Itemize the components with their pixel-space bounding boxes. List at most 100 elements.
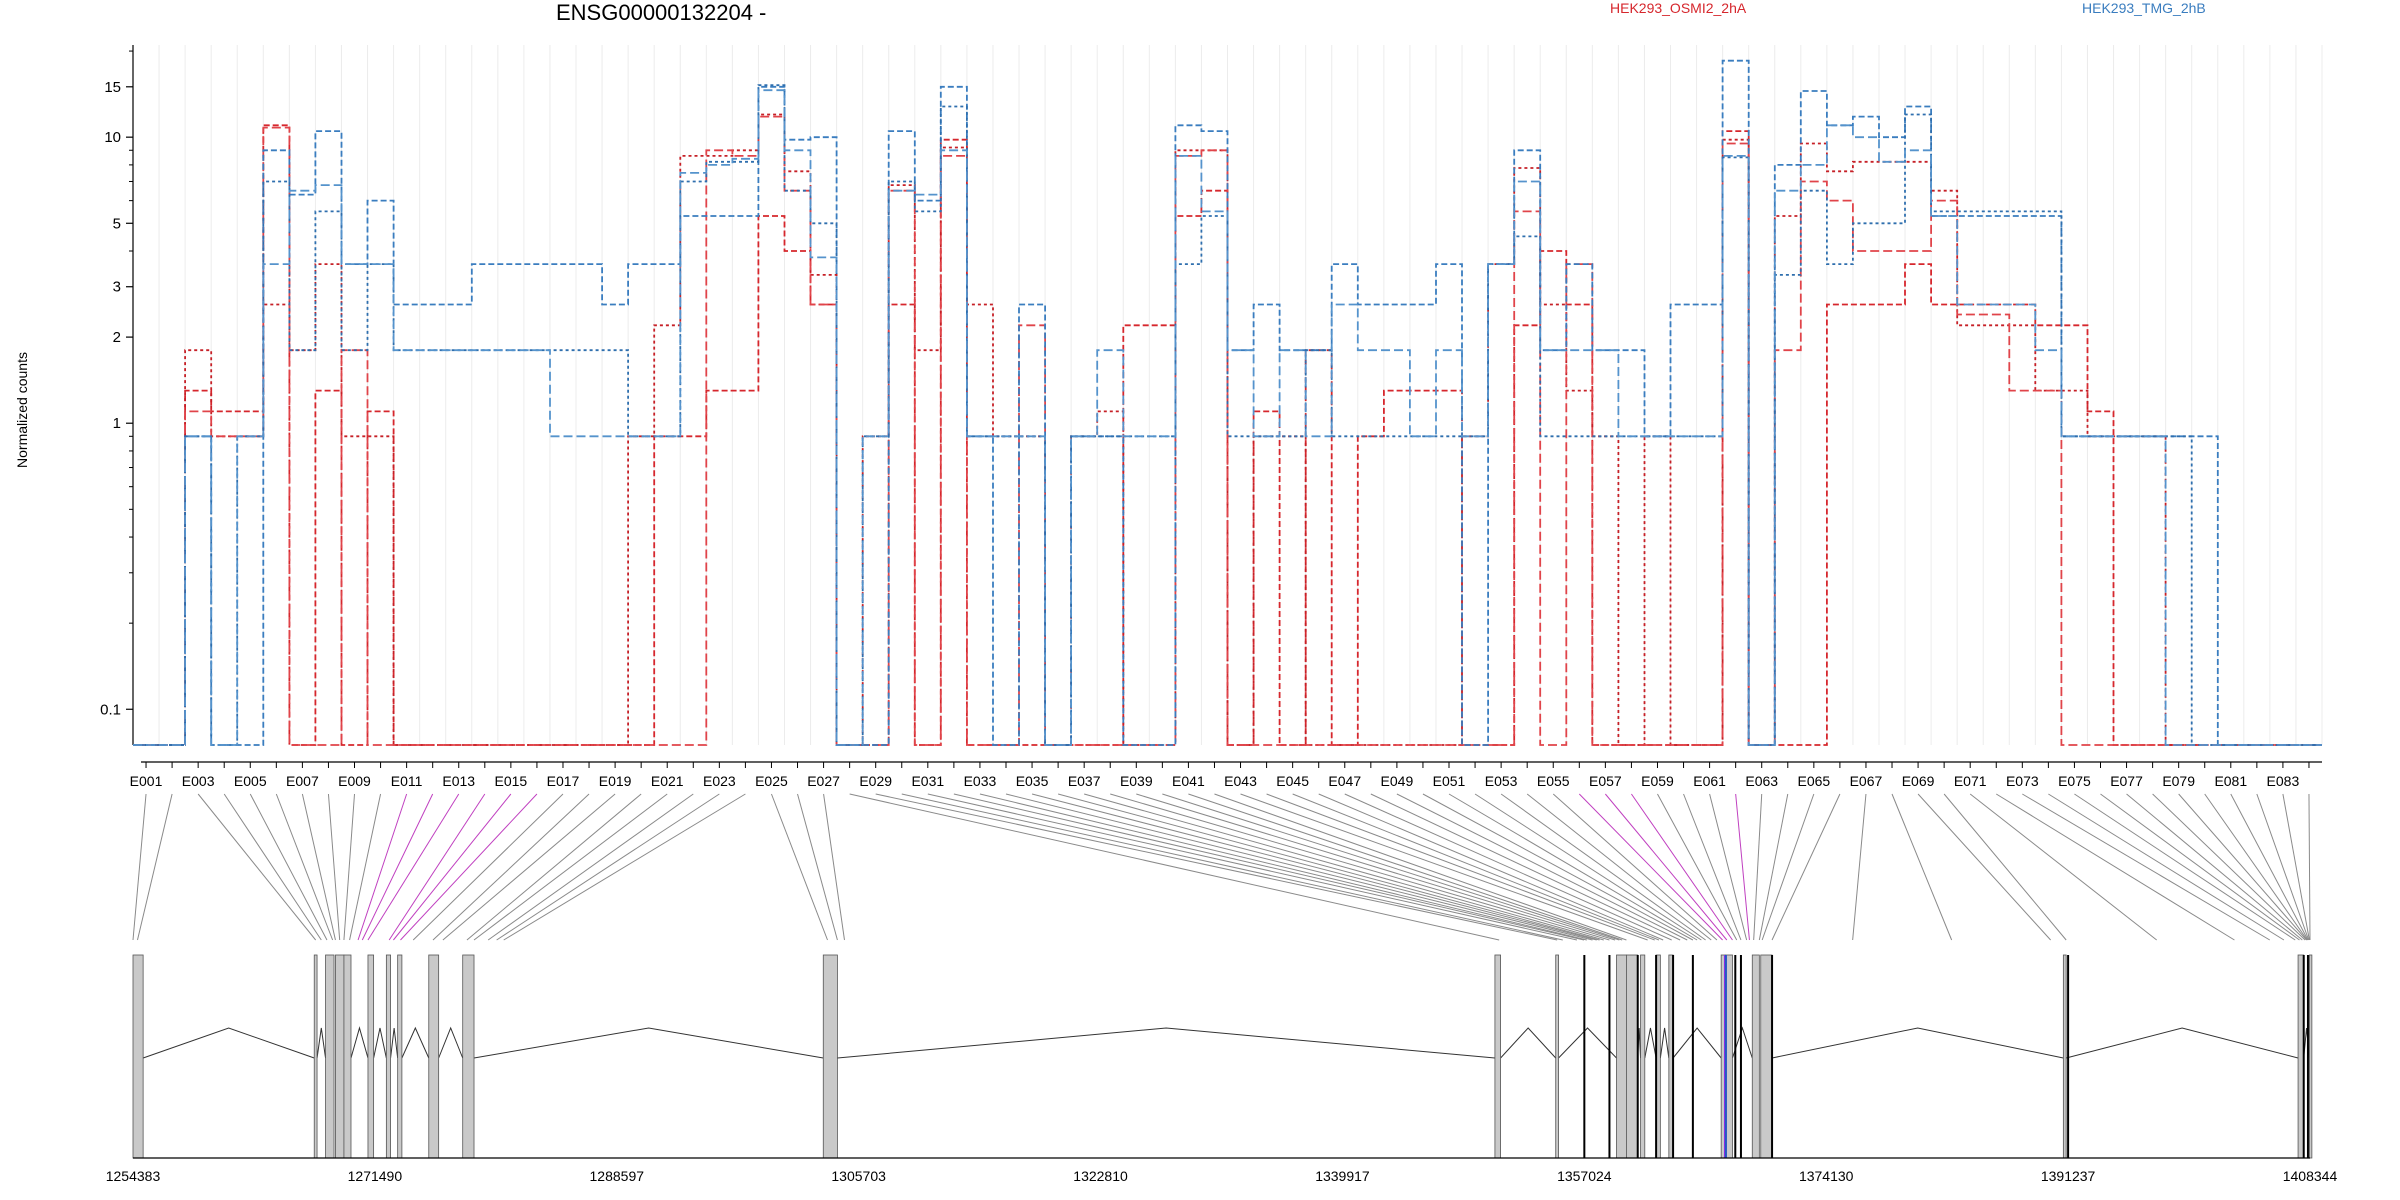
genomic-tick-label: 1339917 (1315, 1168, 1370, 1184)
exon-connector (1852, 793, 1867, 941)
exon-block (1751, 954, 1760, 1159)
exon-label: E039 (1120, 773, 1153, 789)
exon-label: E069 (1902, 773, 1935, 789)
exon-label: E053 (1485, 773, 1518, 789)
exon-connector (466, 793, 642, 941)
exon-connector (1604, 793, 1728, 941)
exon-connector (1214, 793, 1627, 941)
exon-block (1760, 954, 1773, 1159)
exon-connector (1761, 793, 1815, 941)
exon-block (2308, 954, 2313, 1159)
exon-connector (2204, 793, 2308, 941)
exon-block (1555, 954, 1559, 1159)
exon-connector (1771, 793, 1841, 941)
exon-connector (1683, 793, 1742, 941)
exon-connector (1552, 793, 1718, 941)
intron-line (142, 1027, 315, 1059)
genomic-tick-label: 1305703 (831, 1168, 886, 1184)
exon-connector (132, 793, 147, 941)
exon-label: E041 (1172, 773, 1205, 789)
exon-label: E051 (1433, 773, 1466, 789)
exon-connector (2178, 793, 2307, 941)
exon-connector (1995, 793, 2235, 941)
exon-label: E027 (807, 773, 840, 789)
exon-label: E021 (651, 773, 684, 789)
exon-label: E007 (286, 773, 319, 789)
exon-connector (1084, 793, 1604, 941)
exon-connector (797, 793, 838, 941)
exon-connector (301, 793, 336, 941)
exon-label: E023 (703, 773, 736, 789)
exon-connector (1240, 793, 1648, 941)
exon-label: E071 (1954, 773, 1987, 789)
exon-connector (1657, 793, 1738, 941)
exon-connector (953, 793, 1585, 941)
exon-connector (1943, 793, 2067, 941)
intron-line (438, 1026, 464, 1059)
exon-connector (327, 793, 341, 941)
exon-connector (1631, 793, 1733, 941)
exon-label: E033 (964, 773, 997, 789)
exon-label: E073 (2006, 773, 2039, 789)
genomic-tick-label: 1391237 (2041, 1168, 2096, 1184)
exon-connector (1891, 793, 1953, 941)
exon-connector (1709, 793, 1748, 941)
exon-connector (1753, 793, 1763, 941)
exon-connector (249, 793, 328, 941)
exon-connector (1526, 793, 1712, 941)
exon-connector (412, 793, 564, 941)
genomic-tick-label: 1288597 (590, 1168, 645, 1184)
intron-line (2066, 1027, 2299, 1059)
exon-connector (2152, 793, 2306, 941)
exon-label: E019 (599, 773, 632, 789)
exon-block (132, 954, 144, 1159)
genomic-tick-label: 1254383 (106, 1168, 161, 1184)
exon-block (822, 954, 838, 1159)
exon-label: E065 (1797, 773, 1830, 789)
exon-connector (496, 793, 720, 941)
exon-label: E081 (2214, 773, 2247, 789)
intron-line (1659, 1027, 1670, 1059)
exon-label: E067 (1850, 773, 1883, 789)
exon-connector (1735, 793, 1750, 941)
exon-label: E049 (1381, 773, 1414, 789)
exon-connector (357, 793, 408, 941)
exon-connector (901, 793, 1563, 941)
exon-block (462, 954, 475, 1159)
exon-connector (1057, 793, 1600, 941)
exon-label: E083 (2267, 773, 2300, 789)
intron-line (373, 1027, 387, 1059)
genomic-tick-label: 1357024 (1557, 1168, 1612, 1184)
intron-line (390, 1027, 399, 1059)
y-tick-label: 5 (113, 215, 121, 232)
exon-connector (1266, 793, 1655, 941)
exon-label: E015 (495, 773, 528, 789)
exon-connector (1031, 793, 1597, 941)
exon-connector (2308, 793, 2311, 941)
series-line (133, 113, 2322, 746)
gene-title: ENSG00000132204 - (556, 0, 767, 25)
exon-label: E035 (1016, 773, 1049, 789)
exon-label: E063 (1745, 773, 1778, 789)
exon-label: E061 (1693, 773, 1726, 789)
exon-connector (1422, 793, 1694, 941)
exon-connector (1474, 793, 1702, 941)
exon-connector (275, 793, 334, 941)
intron-line (401, 1026, 430, 1059)
intron-line (350, 1026, 369, 1059)
exon-connector (2282, 793, 2310, 941)
exon-label: E009 (338, 773, 371, 789)
exon-label: E043 (1224, 773, 1257, 789)
series-line (133, 89, 2322, 746)
exon-label: E077 (2110, 773, 2143, 789)
exon-block (1640, 954, 1646, 1159)
genomic-tick-label: 1271490 (348, 1168, 403, 1184)
exon-connector (2022, 793, 2271, 941)
intron-line (1644, 1027, 1657, 1059)
exon-label: E047 (1328, 773, 1361, 789)
exon-connector (875, 793, 1558, 941)
y-tick-label: 1 (113, 415, 121, 432)
exon-connector (393, 793, 512, 941)
exon-connector (487, 793, 694, 941)
